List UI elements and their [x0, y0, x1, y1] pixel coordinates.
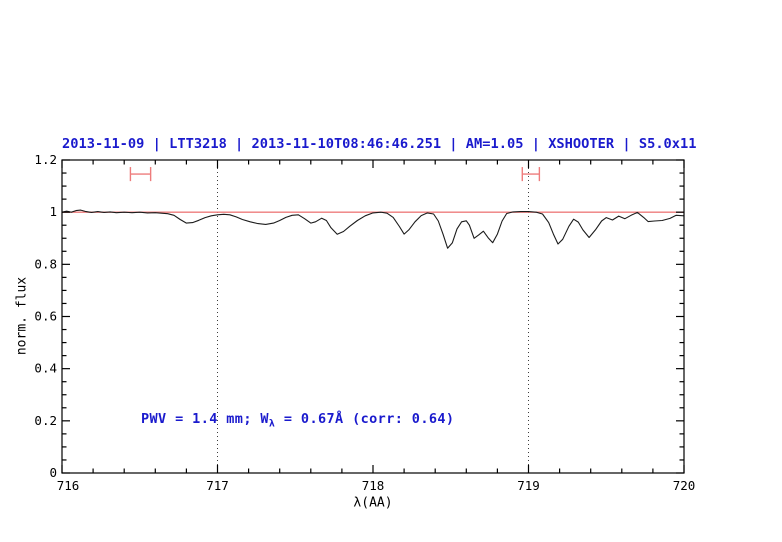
y-tick-label: 1.2: [34, 152, 57, 167]
annotation-lambda-subscript: λ: [268, 418, 276, 430]
y-tick-label: 0: [49, 465, 57, 480]
y-tick-label: 0.2: [34, 413, 57, 428]
x-tick-label: 719: [517, 478, 540, 493]
y-tick-label: 0.6: [34, 309, 57, 324]
plot-title: 2013-11-09 | LTT3218 | 2013-11-10T08:46:…: [62, 136, 697, 152]
annotation-text-tail: = 0.67Å (corr: 0.64): [275, 411, 455, 427]
y-axis-label: norm. flux: [14, 276, 30, 356]
y-tick-label: 1: [49, 204, 57, 219]
x-tick-label: 720: [673, 478, 696, 493]
spectrum-line: [61, 209, 685, 249]
pwv-annotation: PWV = 1.4 mm; Wλ = 0.67Å (corr: 0.64): [141, 411, 455, 430]
y-tick-label: 0.4: [34, 361, 57, 376]
x-tick-label: 716: [57, 478, 80, 493]
x-tick-label: 717: [206, 478, 229, 493]
x-tick-label: 718: [362, 478, 385, 493]
x-axis-label: λ(AA): [353, 495, 393, 511]
y-tick-label: 0.8: [34, 256, 57, 271]
annotation-text: PWV = 1.4 mm; W: [141, 411, 269, 427]
